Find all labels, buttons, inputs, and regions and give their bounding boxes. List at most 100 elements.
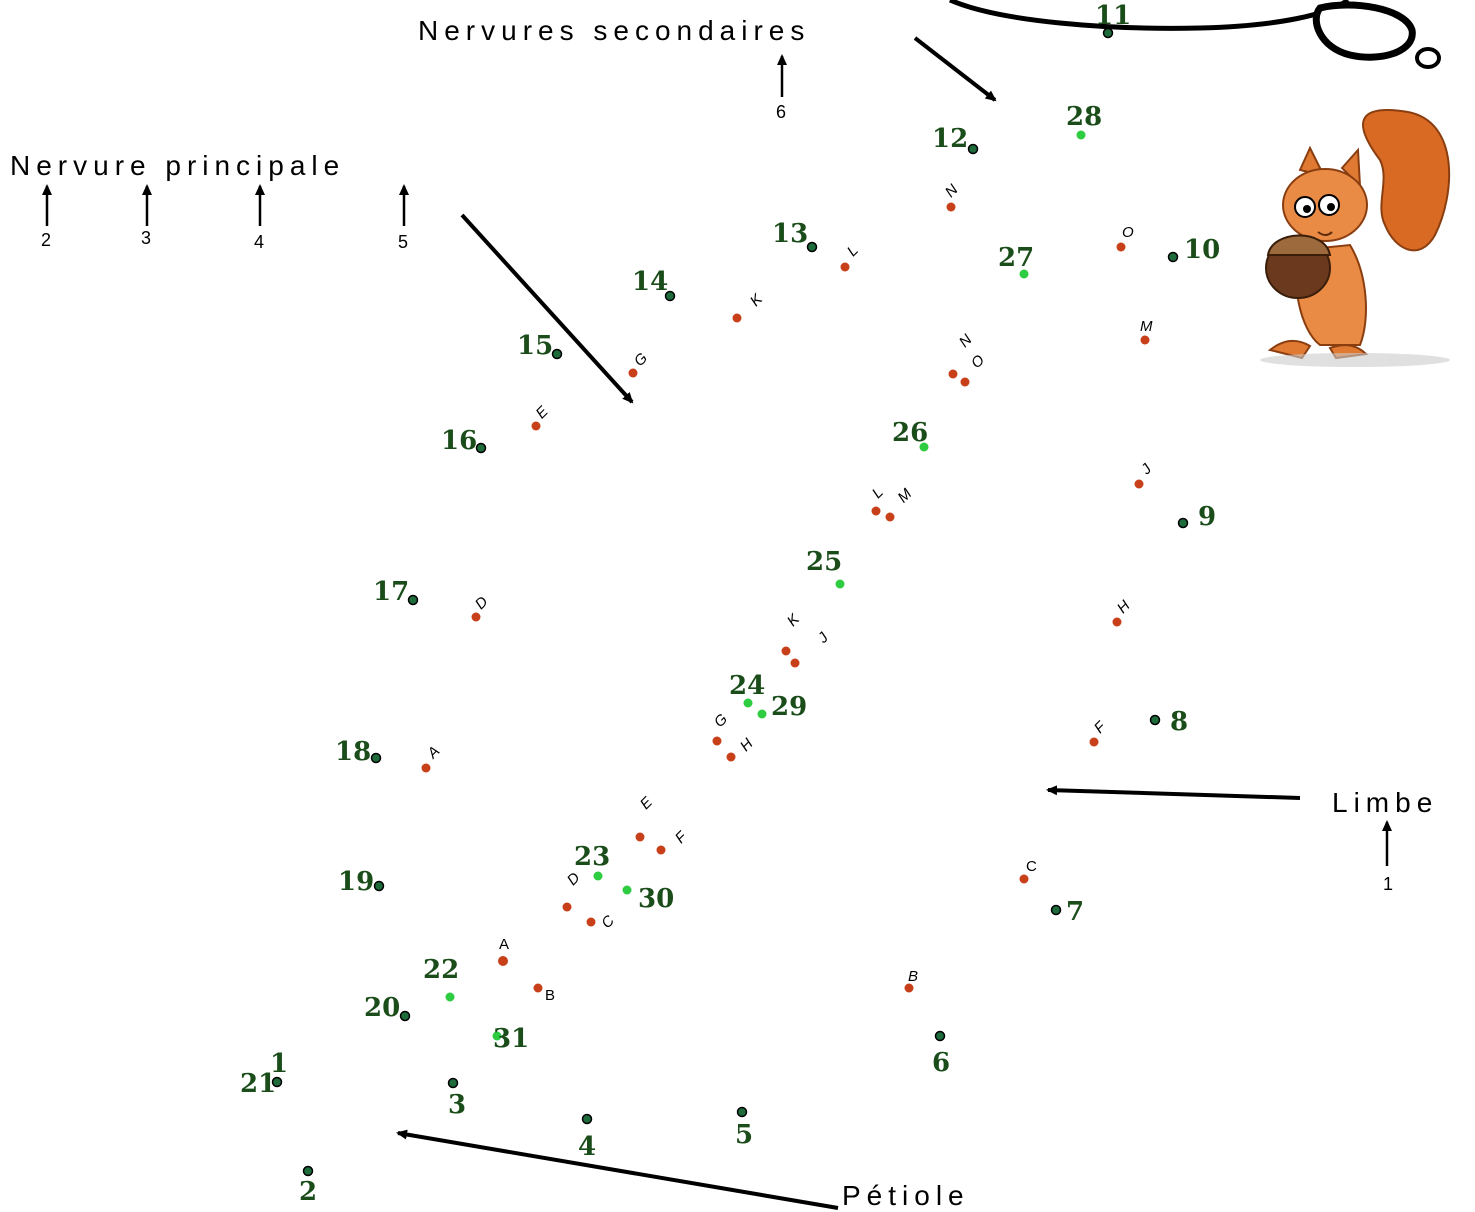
num-13: 13 [772, 219, 808, 249]
num-23: 23 [574, 842, 610, 872]
right-dot-L [871, 506, 881, 516]
dot-19 [373, 880, 385, 892]
dot-5 [736, 1106, 748, 1118]
dot-23 [593, 871, 603, 881]
dot-6 [934, 1030, 946, 1042]
dot-1 [271, 1076, 283, 1088]
num-21: 21 [240, 1069, 276, 1099]
left-letter-B: B [545, 987, 555, 1004]
label-nervures-secondaires: Nervures secondaires [418, 15, 810, 46]
left-letter-H: H [737, 735, 757, 755]
left-vein-points: A B C D E F G H J K L M N O [421, 181, 989, 1004]
right-dot-C [1019, 874, 1029, 884]
dot-28 [1076, 130, 1086, 140]
dot-25 [835, 579, 845, 589]
label-petiole: Pétiole [842, 1180, 970, 1211]
num-27: 27 [998, 243, 1034, 273]
right-letter-E: E [637, 793, 657, 813]
num-19: 19 [338, 867, 374, 897]
dot-2 [302, 1165, 314, 1177]
right-letter-A: A [499, 936, 509, 953]
dot-27 [1019, 269, 1029, 279]
left-dot-H [726, 752, 736, 762]
dot-10 [1167, 251, 1179, 263]
right-dot-M [1140, 335, 1150, 345]
num-2: 2 [299, 1177, 317, 1207]
right-letter-L: L [869, 484, 887, 502]
left-letter-F: F [672, 828, 691, 847]
num-26: 26 [892, 418, 928, 448]
dot-20 [399, 1010, 411, 1022]
dot-22 [445, 992, 455, 1002]
num-30: 30 [638, 884, 674, 914]
dot-15 [551, 348, 563, 360]
left-dot-A [421, 763, 431, 773]
right-letter-J: J [1137, 460, 1155, 478]
right-letter-K: K [784, 610, 804, 630]
right-dot-E [635, 832, 645, 842]
num-8: 8 [1170, 707, 1188, 737]
num-22: 22 [423, 955, 459, 985]
num-14: 14 [632, 267, 668, 297]
left-dot-M [885, 512, 895, 522]
left-dot-J [790, 658, 800, 668]
index-np-5: 5 [398, 232, 408, 252]
midrib-points: 22 23 24 25 26 27 28 29 30 31 [423, 102, 1102, 1054]
arrow-nervure-principale [460, 213, 634, 404]
right-dot-K [781, 646, 791, 656]
right-dot-H [1112, 617, 1122, 627]
dot-30 [622, 885, 632, 895]
num-7: 7 [1066, 897, 1084, 927]
num-18: 18 [335, 737, 371, 767]
dot-17 [407, 594, 419, 606]
right-letter-C: C [1026, 858, 1037, 875]
dot-16 [475, 442, 487, 454]
dot-4 [581, 1113, 593, 1125]
dot-3 [447, 1077, 459, 1089]
num-12: 12 [932, 124, 968, 154]
num-16: 16 [441, 426, 477, 456]
arrows [42, 36, 1392, 1210]
dot-18 [370, 752, 382, 764]
dot-14 [664, 290, 676, 302]
left-letter-N: N [942, 181, 962, 201]
left-letter-D: D [472, 593, 492, 613]
num-25: 25 [806, 547, 842, 577]
right-letter-O: O [1122, 224, 1134, 241]
dot-7 [1050, 904, 1062, 916]
right-dot-N [948, 369, 958, 379]
right-letter-G: G [711, 710, 732, 731]
num-4: 4 [578, 1132, 596, 1162]
num-11: 11 [1095, 1, 1131, 31]
left-dot-B [533, 983, 543, 993]
num-31: 31 [493, 1024, 529, 1054]
num-15: 15 [517, 331, 553, 361]
left-letter-C: C [598, 912, 618, 932]
thought-bubble [948, 0, 1441, 69]
outline-points: 1 2 3 4 5 6 7 8 9 10 11 12 13 14 15 16 1… [240, 1, 1220, 1207]
num-10: 10 [1184, 235, 1220, 265]
label-nervure-principale: Nervure principale [10, 150, 345, 181]
right-vein-points: A B C D E F G H J K L M N O [498, 224, 1155, 993]
dot-13 [806, 241, 818, 253]
index-ns: 6 [776, 102, 786, 122]
right-dot-F [1089, 737, 1099, 747]
num-9: 9 [1198, 502, 1216, 532]
num-20: 20 [364, 993, 400, 1023]
num-3: 3 [448, 1090, 466, 1120]
right-letter-D: D [564, 869, 584, 889]
left-letter-O: O [968, 351, 989, 372]
left-dot-G [628, 368, 638, 378]
right-letter-H: H [1114, 597, 1134, 617]
left-dot-D [471, 612, 481, 622]
right-dot-J [1134, 479, 1144, 489]
dot-9 [1177, 517, 1189, 529]
left-letter-A: A [424, 743, 444, 763]
arrow-limbe [1046, 785, 1301, 800]
right-dot-O [1116, 242, 1126, 252]
left-letter-L: L [844, 242, 862, 260]
index-np-2: 2 [41, 230, 51, 250]
right-letter-F: F [1091, 718, 1110, 737]
index-np-4: 4 [254, 232, 264, 252]
